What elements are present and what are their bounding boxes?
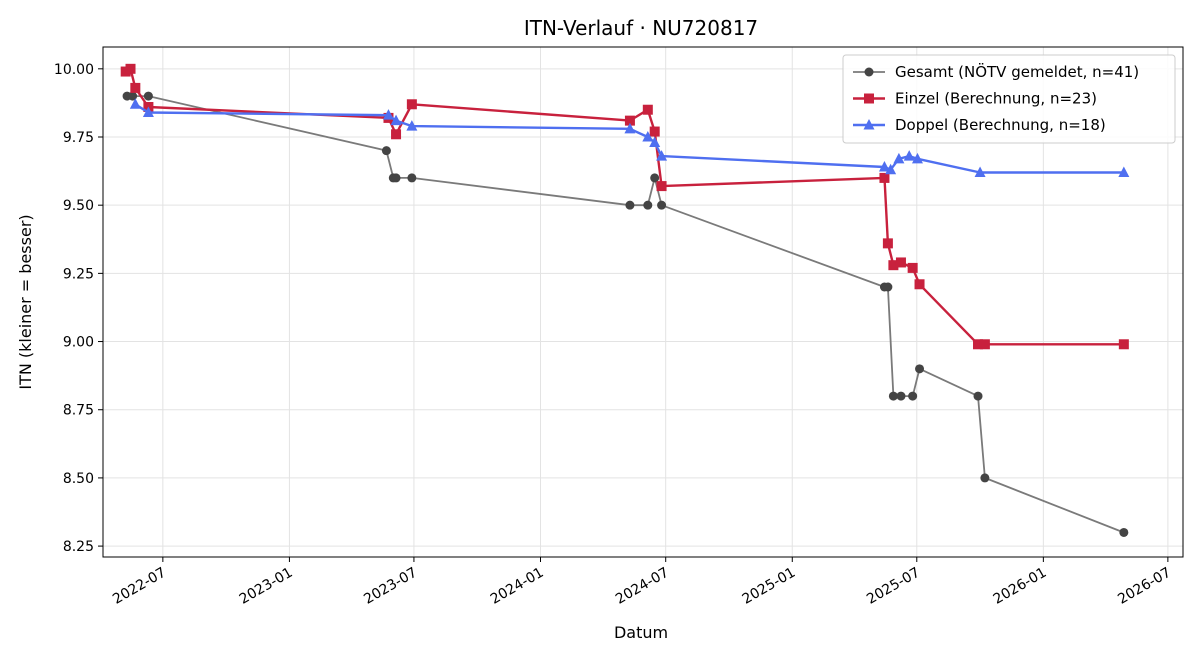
legend-item: Gesamt (NÖTV gemeldet, n=41) (853, 62, 1139, 81)
data-point (979, 339, 990, 350)
data-point (642, 131, 654, 142)
y-axis-title: ITN (kleiner = besser) (16, 214, 35, 389)
data-point (406, 99, 417, 110)
data-point (1118, 166, 1130, 177)
series-line (127, 95, 1125, 534)
legend: Gesamt (NÖTV gemeldet, n=41) Einzel (Bere… (842, 54, 1176, 144)
data-point (391, 173, 401, 183)
data-point (895, 257, 906, 268)
y-tick-label: 8.50 (63, 471, 94, 487)
legend-box (842, 54, 1176, 144)
series-layer (120, 63, 1130, 537)
legend-label: Einzel (Berechnung, n=23) (895, 90, 1097, 108)
data-point (406, 120, 418, 131)
data-point (974, 166, 986, 177)
data-point (888, 391, 898, 401)
data-point (911, 152, 923, 164)
legend-item: Doppel (Berechnung, n=18) (853, 116, 1106, 134)
data-point (657, 200, 667, 210)
data-point (908, 391, 918, 401)
data-point (980, 473, 990, 483)
data-point (143, 91, 153, 101)
data-point (407, 173, 417, 183)
data-point (650, 173, 660, 183)
y-tick-label: 9.50 (63, 198, 94, 214)
y-tick-label: 9.25 (63, 266, 94, 282)
data-point (882, 238, 893, 249)
legend-marker (864, 93, 874, 104)
data-point (129, 98, 141, 109)
data-point (885, 163, 897, 175)
data-point (896, 391, 906, 401)
data-point (903, 150, 915, 161)
data-point (656, 181, 667, 192)
data-point (625, 200, 635, 210)
data-point (382, 109, 394, 120)
legend-item: Einzel (Berechnung, n=23) (853, 90, 1097, 108)
legend-label: Gesamt (NÖTV gemeldet, n=41) (895, 62, 1139, 81)
data-point (883, 282, 893, 292)
series-gesamt (122, 91, 1129, 537)
data-point (390, 114, 402, 126)
series-doppel (129, 98, 1130, 177)
y-tick-label: 8.25 (63, 539, 94, 555)
data-point (624, 122, 636, 134)
data-point (142, 106, 154, 117)
y-tick-label: 9.00 (63, 335, 94, 351)
x-axis-title: Datum (614, 623, 668, 642)
data-point (642, 104, 653, 115)
plot-frame (102, 46, 1184, 558)
data-point (624, 115, 635, 126)
y-tick-label: 10.00 (54, 62, 94, 78)
data-point (130, 82, 141, 93)
y-tick-label: 8.75 (63, 403, 94, 419)
data-point (381, 146, 391, 156)
data-point (879, 172, 890, 183)
y-axis: 8.25 8.50 8.75 9.00 9.25 9.50 9.75 10.00 (54, 62, 103, 555)
legend-label: Doppel (Berechnung, n=18) (895, 116, 1106, 134)
data-point (391, 129, 402, 140)
data-point (973, 391, 983, 401)
data-point (914, 279, 925, 290)
data-point (888, 260, 899, 271)
data-point (878, 161, 890, 172)
data-point (973, 339, 984, 350)
chart-title: ITN-Verlauf · NU720817 (524, 16, 758, 40)
legend-marker (863, 119, 875, 130)
data-point (893, 152, 905, 164)
data-point (915, 364, 925, 374)
data-point (907, 262, 918, 273)
data-point (1118, 339, 1129, 350)
data-point (643, 200, 653, 210)
data-point (125, 63, 136, 74)
legend-marker (864, 67, 874, 77)
data-point (128, 91, 138, 101)
data-point (649, 126, 660, 137)
data-point (656, 150, 668, 161)
data-point (1119, 527, 1129, 537)
data-point (649, 136, 661, 147)
y-tick-label: 9.75 (63, 130, 94, 146)
